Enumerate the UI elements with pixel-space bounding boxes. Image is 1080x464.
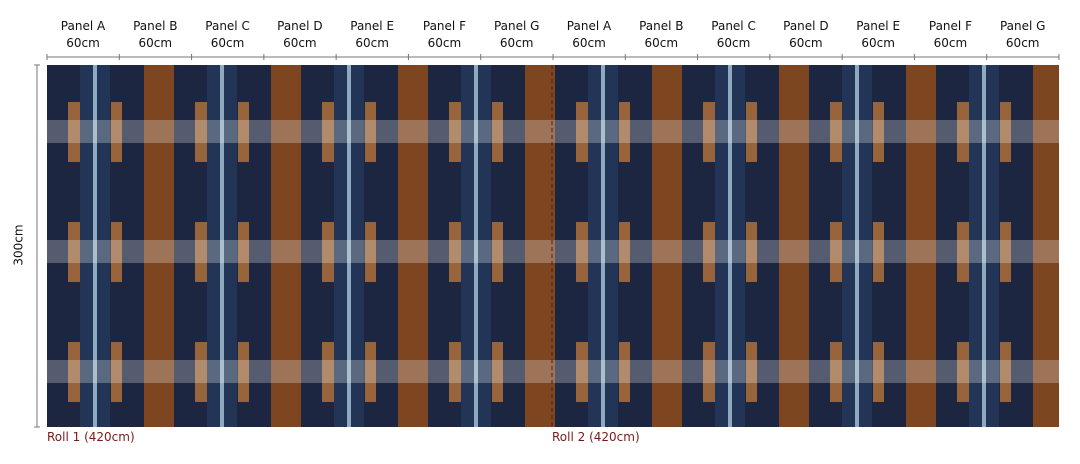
panel-width: 60cm xyxy=(933,36,968,50)
panel-label: Panel D 60cm xyxy=(264,18,336,52)
panel-label: Panel A 60cm xyxy=(47,18,119,52)
panel-label: Panel B 60cm xyxy=(625,18,697,52)
panel-width: 60cm xyxy=(572,36,606,50)
panel-width: 60cm xyxy=(1005,36,1040,50)
panel-width: 60cm xyxy=(716,36,751,50)
panel-name: Panel F xyxy=(422,19,466,33)
roll-1-label: Roll 1 (420cm) xyxy=(47,430,135,444)
panel-width: 60cm xyxy=(355,36,389,50)
panel-label: Panel C 60cm xyxy=(698,18,770,52)
panel-width: 60cm xyxy=(861,36,895,50)
wallpaper-pattern xyxy=(47,65,1059,427)
panel-label: Panel E 60cm xyxy=(842,18,914,52)
panel-name: Panel D xyxy=(783,19,829,33)
panel-name: Panel D xyxy=(277,19,323,33)
panel-name: Panel E xyxy=(856,19,901,33)
panel-label: Panel B 60cm xyxy=(119,18,191,52)
panel-width: 60cm xyxy=(283,36,317,50)
panel-width: 60cm xyxy=(210,36,245,50)
panel-width: 60cm xyxy=(427,36,462,50)
panel-label: Panel F 60cm xyxy=(914,18,986,52)
panel-label: Panel A 60cm xyxy=(553,18,625,52)
height-label: 300cm xyxy=(11,224,26,266)
panel-name: Panel G xyxy=(999,19,1046,33)
panel-label: Panel E 60cm xyxy=(336,18,408,52)
panel-name: Panel B xyxy=(639,19,684,33)
panel-name: Panel B xyxy=(133,19,178,33)
panel-name: Panel G xyxy=(493,19,540,33)
panel-name: Panel F xyxy=(928,19,972,33)
panel-width: 60cm xyxy=(66,36,100,50)
panel-label: Panel F 60cm xyxy=(408,18,480,52)
panel-name: Panel A xyxy=(60,19,106,33)
panel-name: Panel A xyxy=(566,19,612,33)
panel-name: Panel E xyxy=(350,19,395,33)
panel-label: Panel D 60cm xyxy=(770,18,842,52)
roll-2-label: Roll 2 (420cm) xyxy=(552,430,640,444)
height-ruler xyxy=(34,64,40,428)
panel-name: Panel C xyxy=(711,19,756,33)
width-ruler xyxy=(46,54,1060,60)
panel-name: Panel C xyxy=(205,19,250,33)
panel-label: Panel G 60cm xyxy=(987,18,1059,52)
panel-label: Panel C 60cm xyxy=(192,18,264,52)
panel-width: 60cm xyxy=(138,36,173,50)
panel-width: 60cm xyxy=(499,36,534,50)
panel-width: 60cm xyxy=(644,36,679,50)
panel-width: 60cm xyxy=(789,36,823,50)
panel-label: Panel G 60cm xyxy=(481,18,553,52)
